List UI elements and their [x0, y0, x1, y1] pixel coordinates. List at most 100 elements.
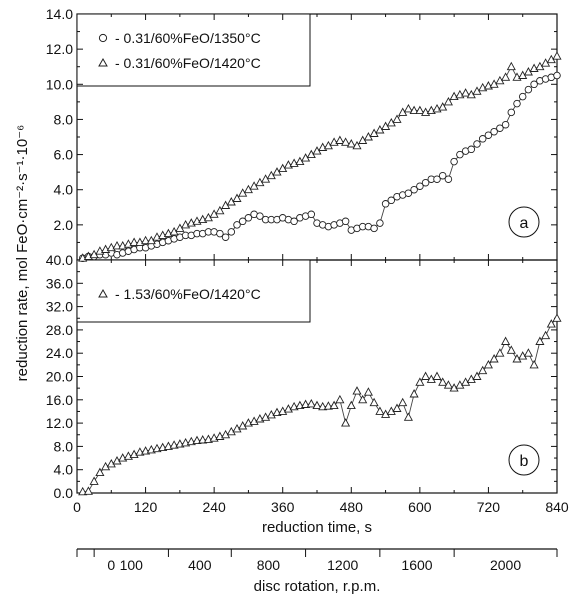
- data-point: [444, 175, 453, 183]
- data-point: [370, 224, 378, 233]
- data-point: [95, 467, 105, 477]
- y-tick-label: 40.0: [46, 252, 73, 268]
- data-point: [238, 217, 247, 226]
- data-point: [541, 330, 551, 340]
- legend-marker-triangle: [98, 288, 108, 298]
- legend-a-series-1: - 0.31/60%FeO/1350°C: [115, 30, 261, 46]
- data-point: [506, 61, 516, 71]
- data-point: [501, 72, 511, 81]
- data-point: [443, 380, 453, 389]
- data-point: [256, 212, 264, 220]
- data-point: [398, 397, 408, 407]
- y-tick-label: 0.0: [54, 485, 74, 501]
- y-tick-label: 6.0: [54, 147, 74, 163]
- data-point: [346, 400, 356, 410]
- rotation-tick-label: 800: [257, 557, 281, 573]
- data-point: [112, 240, 122, 250]
- data-point: [329, 400, 339, 410]
- y-tick-label: 4.0: [54, 182, 74, 198]
- panel-a-label-ring: [508, 206, 540, 238]
- data-point: [518, 92, 527, 101]
- data-point: [283, 404, 293, 413]
- series-panel-b-1: [78, 313, 562, 496]
- x-tick-label: 240: [202, 499, 226, 515]
- legend-b: - 1.53/60%FeO/1420°C: [98, 286, 261, 302]
- data-point: [421, 178, 430, 187]
- data-point: [129, 449, 139, 459]
- data-point: [490, 127, 498, 136]
- data-point: [415, 105, 425, 115]
- data-point: [524, 85, 533, 94]
- data-point: [443, 96, 453, 106]
- data-point: [450, 157, 458, 166]
- x-axis-label: reduction time, s: [262, 519, 372, 536]
- data-point: [249, 416, 259, 425]
- data-point: [89, 476, 99, 485]
- data-point: [507, 108, 516, 117]
- series-panel-a-1: [78, 71, 561, 262]
- data-point: [535, 336, 545, 345]
- y-tick-label: 36.0: [46, 275, 73, 291]
- data-point: [216, 229, 224, 238]
- data-point: [432, 371, 442, 380]
- data-point: [278, 406, 288, 415]
- y-axis-label: reduction rate, mol FeO·cm⁻²·s⁻¹·10⁻⁶: [14, 125, 31, 382]
- data-point: [484, 131, 493, 139]
- y-tick-label: 4.0: [54, 462, 74, 478]
- data-point: [478, 365, 488, 375]
- data-point: [456, 150, 464, 159]
- rotation-tick-label: 100: [120, 557, 144, 573]
- data-point: [473, 140, 481, 148]
- data-point: [83, 486, 93, 495]
- data-point: [312, 400, 322, 410]
- legend-b-series-1: - 1.53/60%FeO/1420°C: [115, 286, 261, 302]
- x-tick-label: 720: [477, 499, 501, 515]
- data-point: [478, 135, 487, 143]
- legend-marker-triangle: [98, 57, 108, 67]
- data-point: [341, 418, 351, 427]
- data-point: [227, 228, 236, 236]
- data-point: [346, 139, 356, 148]
- y-tick-label: 24.0: [46, 345, 73, 361]
- data-point: [375, 406, 385, 415]
- data-point: [244, 214, 253, 222]
- data-point: [261, 412, 271, 421]
- data-point: [552, 51, 562, 60]
- data-point: [416, 182, 424, 190]
- y-tick-label: 12.0: [46, 415, 73, 431]
- data-point: [341, 137, 351, 146]
- legend-b-box: [76, 259, 311, 323]
- data-point: [409, 105, 419, 115]
- data-point: [392, 114, 402, 123]
- y-tick-label: 14.0: [46, 6, 73, 22]
- legend-a-series-2: - 0.31/60%FeO/1420°C: [115, 55, 261, 71]
- x-tick-label: 120: [134, 499, 158, 515]
- legend-a-box: [76, 13, 311, 87]
- y-tick-label: 10.0: [46, 76, 73, 92]
- data-point: [495, 348, 505, 357]
- x-tick-label: 480: [340, 499, 364, 515]
- data-point: [523, 348, 533, 357]
- data-point: [232, 193, 242, 202]
- rotation-tick-label: 1600: [401, 557, 432, 573]
- y-tick-label: 28.0: [46, 322, 73, 338]
- data-point: [290, 217, 298, 226]
- data-point: [501, 336, 511, 345]
- series-panel-a-2: [78, 51, 562, 262]
- data-point: [381, 200, 390, 208]
- x-tick-label: 600: [408, 499, 432, 515]
- rotation-tick-label: 0: [107, 557, 115, 573]
- data-point: [369, 397, 379, 407]
- data-point: [421, 371, 431, 380]
- rotation-tick-label: 1200: [327, 557, 358, 573]
- data-point: [335, 394, 345, 404]
- y-tick-label: 16.0: [46, 392, 73, 408]
- data-point: [403, 103, 413, 113]
- data-point: [363, 387, 373, 396]
- rotation-layer: 0 100 400 800 1200 1600 2000: [76, 549, 558, 573]
- data-point: [438, 102, 448, 111]
- data-point: [307, 210, 316, 219]
- data-point: [553, 71, 561, 80]
- data-point: [358, 394, 368, 404]
